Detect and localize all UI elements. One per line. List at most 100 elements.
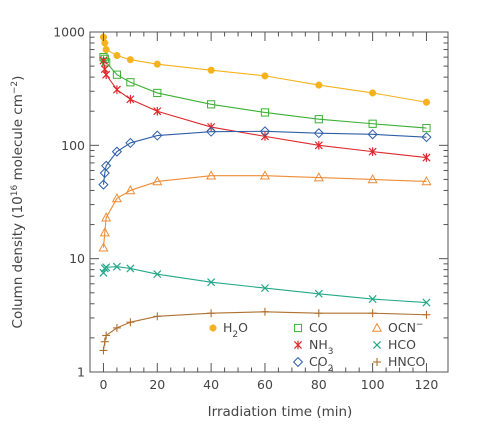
legend-markers: [209, 322, 383, 368]
data-point-co2-shape: [259, 126, 271, 137]
data-point-co-shape: [207, 100, 216, 109]
data-point-co: [112, 70, 122, 79]
data-point-hco-stroke: [99, 268, 108, 277]
data-point-hco-stroke: [153, 270, 162, 279]
data-point-co2-shape: [98, 179, 109, 190]
data-point-nh3: [368, 147, 377, 156]
data-point-co: [260, 108, 270, 117]
data-point-ocn-shape: [125, 184, 136, 195]
data-point-co-shape: [102, 58, 111, 67]
data-point-co2: [313, 128, 324, 139]
data-point-co-shape: [368, 119, 377, 128]
data-point-hco-stroke: [422, 298, 431, 307]
data-point-hco: [153, 270, 162, 279]
data-point-ocn-shape: [98, 242, 109, 252]
data-point-co2: [99, 167, 110, 179]
series-line-hco: [102, 266, 427, 304]
data-point-hco: [422, 298, 431, 307]
x-tick-label: 40: [203, 377, 219, 392]
data-point-ocn-shape: [101, 212, 112, 222]
data-point-hnco: [207, 309, 216, 318]
data-point-co-shape: [126, 78, 135, 87]
series-line-co2: [102, 130, 427, 185]
data-point-co-shape: [153, 88, 162, 98]
data-point-h2o-shape: [369, 89, 377, 97]
y-axis-label: Column density (1016 molecule cm−2): [10, 76, 26, 329]
data-point-nh3: [100, 64, 109, 74]
data-point-h2o-shape: [113, 51, 121, 60]
data-point-ocn-shape: [206, 170, 217, 180]
legend-label-h2o: H2O: [223, 320, 248, 340]
legend-marker-h2o: [209, 324, 217, 332]
data-point-co2: [421, 132, 432, 143]
data-point-hco: [207, 278, 216, 287]
data-point-h2o: [113, 51, 121, 60]
data-point-ocn-shape: [111, 192, 122, 203]
data-point-nh3: [314, 141, 323, 150]
data-point-nh3: [126, 94, 135, 104]
y-tick-label: 1: [77, 365, 85, 380]
data-point-h2o-shape: [207, 66, 215, 74]
data-point-ocn: [367, 174, 378, 184]
legend-marker-ocn: [371, 322, 383, 332]
data-point-hnco: [314, 309, 323, 318]
data-point-co2-shape: [101, 160, 112, 171]
data-point-nh3: [153, 106, 162, 116]
series-line-co: [103, 56, 427, 129]
legend-marker-co-shape: [293, 323, 303, 333]
plot-frame: [89, 31, 449, 373]
data-point-hco: [368, 295, 377, 304]
data-point-ocn: [125, 184, 136, 195]
data-point-nh3: [422, 153, 431, 162]
plot-area: [98, 33, 432, 355]
data-point-co2-shape: [111, 146, 123, 157]
data-point-co2: [125, 137, 136, 149]
data-point-h2o-shape: [422, 98, 431, 106]
data-point-hco: [102, 263, 111, 272]
data-point-co: [102, 58, 111, 67]
data-point-co2-shape: [125, 137, 136, 149]
data-point-hco-stroke: [314, 289, 323, 298]
data-point-hco-stroke: [126, 264, 135, 273]
data-point-co2-shape: [367, 129, 378, 140]
data-point-hnco: [112, 323, 121, 332]
data-point-h2o: [422, 98, 431, 106]
data-point-h2o-shape: [261, 72, 269, 80]
x-tick-label: 0: [99, 377, 107, 392]
data-point-co2: [152, 130, 163, 141]
data-point-ocn-shape: [367, 174, 378, 184]
data-point-co-shape: [260, 108, 270, 117]
data-point-hnco: [102, 331, 111, 340]
data-point-nh3: [102, 70, 111, 79]
data-point-hnco: [153, 312, 162, 321]
data-point-hnco: [126, 318, 135, 327]
data-point-hco-stroke: [112, 262, 121, 271]
data-point-co2-shape: [99, 167, 110, 179]
x-tick-label: 20: [149, 377, 165, 392]
data-point-co2: [367, 129, 378, 140]
legend-marker-nh3: [293, 340, 303, 350]
data-point-ocn-shape: [313, 172, 324, 182]
data-point-h2o-shape: [315, 81, 323, 89]
data-point-ocn: [259, 170, 271, 180]
data-point-ocn-shape: [99, 227, 110, 237]
data-point-hco: [260, 284, 269, 293]
x-tick-label: 120: [415, 377, 439, 392]
data-point-ocn-shape: [259, 170, 271, 180]
legend-marker-hnco: [373, 358, 381, 366]
data-point-h2o: [126, 56, 134, 64]
data-point-hnco: [100, 337, 109, 346]
data-point-co2: [111, 146, 123, 157]
data-point-h2o: [369, 89, 377, 97]
data-point-co2: [259, 126, 271, 137]
data-point-hnco: [368, 309, 377, 318]
legend-label-co: CO: [309, 320, 328, 335]
data-point-hco: [99, 268, 108, 277]
data-point-co2-shape: [152, 130, 163, 141]
data-point-co: [314, 115, 323, 124]
legend-label-hco: HCO: [388, 337, 416, 352]
data-point-co-shape: [112, 70, 122, 79]
data-point-co2: [101, 160, 112, 171]
